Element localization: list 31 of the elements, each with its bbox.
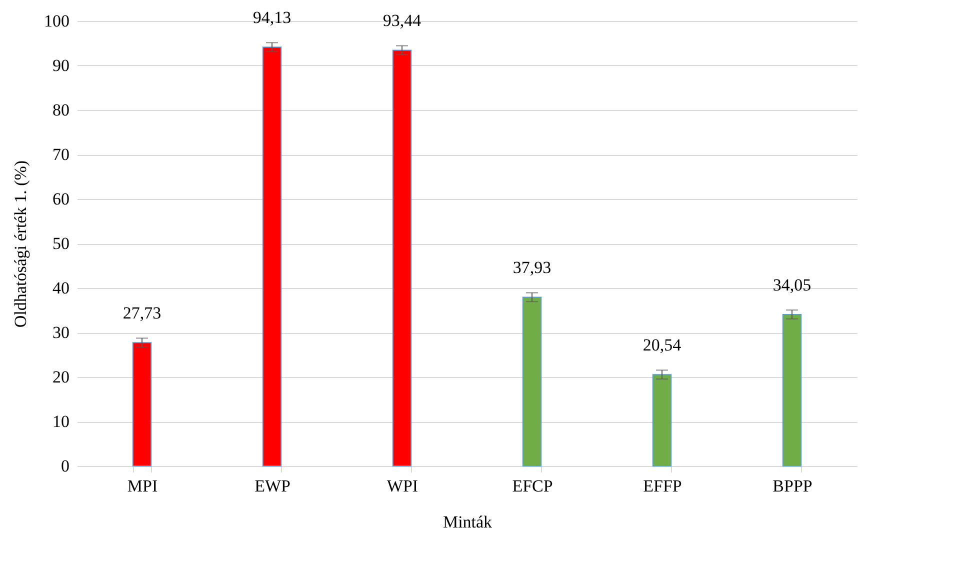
bar — [652, 374, 672, 466]
y-tick-label: 80 — [52, 100, 70, 120]
y-tick-label: 70 — [52, 145, 70, 164]
bar — [392, 50, 412, 466]
x-tick-label: WPI — [386, 476, 418, 496]
y-tick-label: 50 — [52, 234, 70, 253]
x-tick-label: BPPP — [772, 476, 812, 496]
data-label: 20,54 — [642, 336, 682, 355]
data-label: 93,44 — [382, 11, 422, 30]
x-tick-label: MPI — [127, 476, 158, 496]
data-label: 34,05 — [772, 275, 812, 294]
data-label: 27,73 — [122, 304, 162, 323]
y-tick-label: 60 — [52, 190, 70, 208]
y-axis-title: Oldhatósági érték 1. (%) — [11, 160, 30, 328]
bar — [132, 342, 152, 466]
y-tick-label: 30 — [52, 323, 70, 342]
bar — [262, 46, 282, 466]
x-axis-title: Minták — [442, 512, 493, 532]
y-tick-label: 40 — [52, 278, 70, 298]
data-label: 37,93 — [512, 258, 552, 278]
data-label: 94,13 — [252, 8, 292, 28]
x-tick-label: EWP — [254, 476, 290, 496]
y-tick-label: 0 — [61, 456, 70, 476]
bar — [782, 314, 802, 466]
y-tick-label: 10 — [52, 412, 70, 431]
bar — [522, 296, 542, 466]
y-tick-label: 20 — [52, 368, 70, 386]
x-tick-label: EFFP — [643, 476, 682, 496]
x-tick-label: EFCP — [512, 476, 553, 496]
y-tick-label: 100 — [44, 12, 70, 30]
y-tick-label: 90 — [52, 56, 70, 75]
